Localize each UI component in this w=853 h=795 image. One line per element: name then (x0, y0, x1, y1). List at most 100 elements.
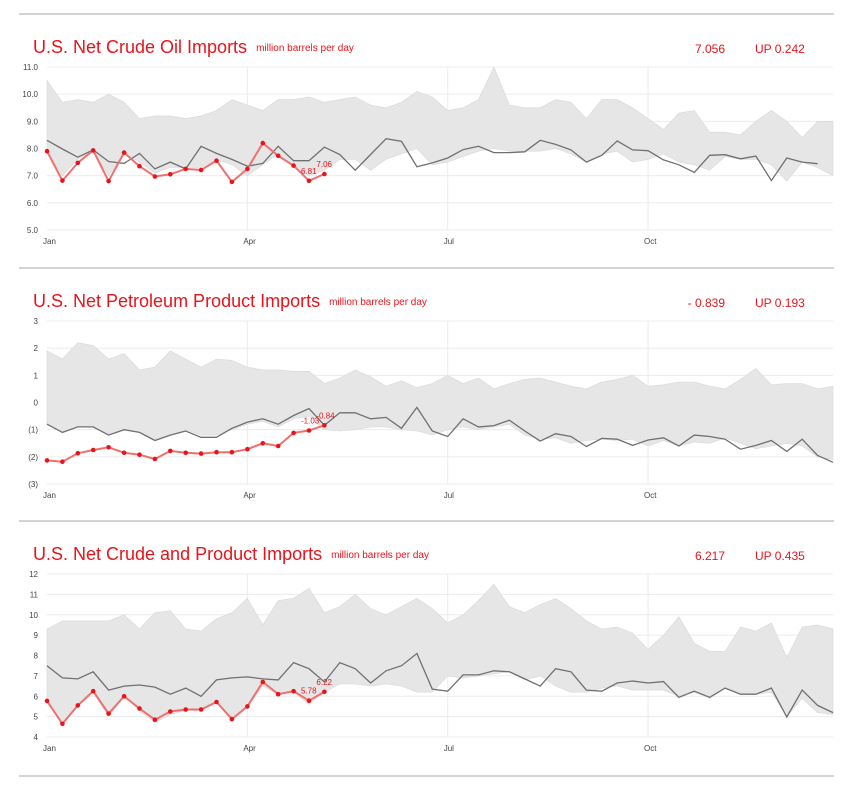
data-point (214, 449, 219, 455)
data-point (121, 694, 127, 699)
data-point (214, 158, 219, 163)
y-tick-label: (2) (28, 453, 38, 462)
x-tick-label: Jul (444, 491, 454, 500)
panel-title: U.S. Net Petroleum Product Imports millio… (33, 291, 427, 312)
latest-value: 7.056 (694, 42, 725, 56)
data-label: 7.06 (316, 160, 332, 169)
data-point (44, 148, 50, 154)
latest-value: 6.217 (694, 549, 725, 563)
data-point (260, 441, 266, 446)
range-band (46, 583, 834, 726)
y-tick-label: 5.0 (27, 226, 39, 235)
data-point (183, 166, 188, 172)
data-point (168, 709, 173, 714)
chart-svg: 4 5 6 7 8 9 10 11 12 Jan Apr Jul Oct 5.786.22 (29, 570, 834, 753)
data-point (121, 150, 127, 155)
y-tick-label: 8 (34, 652, 39, 661)
x-tick-label: Jul (444, 237, 454, 246)
data-point (275, 691, 281, 697)
y-tick-label: 9.0 (27, 117, 39, 126)
change-value: UP 0.193 (755, 296, 805, 310)
y-tick-label: 6 (34, 692, 39, 701)
y-tick-label: 10.0 (22, 90, 38, 99)
data-point (106, 445, 111, 450)
data-point (275, 443, 281, 449)
data-point (152, 456, 158, 462)
x-tick-label: Apr (243, 744, 256, 753)
divider-top (19, 13, 834, 15)
x-tick-label: Jan (43, 237, 56, 246)
data-point (245, 166, 250, 172)
data-point (183, 450, 188, 456)
x-tick-label: Jan (43, 744, 56, 753)
data-point (291, 688, 296, 694)
y-tick-label: 2 (34, 344, 39, 353)
panel-unit: million barrels per day (331, 550, 429, 561)
divider-1 (19, 267, 834, 269)
y-tick-label: 9 (34, 631, 39, 640)
y-tick-label: 11.0 (23, 63, 39, 72)
y-tick-label: 4 (34, 733, 39, 742)
chart-svg: 5.0 6.0 7.0 8.0 9.0 10.0 11.0 Jan Apr Jul Oct 6.817… (22, 63, 834, 246)
x-tick-label: Apr (243, 237, 256, 246)
chart-panel-products: U.S. Net Petroleum Product Imports millio… (0, 269, 853, 524)
data-point (275, 153, 281, 159)
y-tick-label: 0 (34, 399, 39, 408)
data-point (75, 451, 81, 456)
data-point (306, 178, 312, 184)
data-point (198, 451, 204, 456)
y-tick-label: 6.0 (27, 199, 39, 208)
data-point (245, 704, 250, 709)
x-tick-label: Jan (43, 491, 56, 500)
data-point (306, 428, 312, 433)
data-point (198, 167, 204, 173)
panel-unit: million barrels per day (329, 297, 427, 308)
data-point (137, 163, 142, 169)
divider-2 (19, 520, 834, 522)
x-tick-label: Oct (644, 744, 657, 753)
data-point (322, 423, 327, 428)
y-tick-label: 11 (30, 590, 39, 599)
data-point (183, 707, 188, 712)
y-tick-label: 3 (34, 317, 39, 326)
panel-unit: million barrels per day (256, 43, 354, 54)
data-point (168, 448, 173, 454)
data-point (260, 679, 266, 685)
data-point (198, 707, 204, 712)
data-point (90, 148, 96, 153)
panel-title-text: U.S. Net Crude Oil Imports (33, 37, 248, 57)
y-tick-label: 12 (29, 570, 38, 579)
data-point (322, 689, 327, 695)
data-point (106, 178, 111, 184)
y-tick-label: 7 (34, 672, 39, 681)
data-point (90, 688, 96, 694)
x-tick-label: Oct (644, 491, 657, 500)
data-point (44, 458, 50, 463)
data-label: -0.84 (316, 411, 335, 420)
change-value: UP 0.435 (755, 549, 805, 563)
data-point (291, 430, 296, 436)
data-point (44, 698, 50, 704)
x-tick-label: Jul (444, 744, 454, 753)
data-label: 6.22 (316, 678, 332, 687)
chart-panel-crude: U.S. Net Crude Oil Imports million barrel… (0, 15, 853, 270)
data-point (90, 447, 96, 453)
data-label: 6.81 (301, 167, 317, 176)
data-point (214, 699, 219, 705)
prior-year-line (46, 406, 834, 463)
panel-title: U.S. Net Crude Oil Imports million barrel… (33, 37, 354, 58)
data-point (152, 717, 158, 722)
data-label: 5.78 (301, 687, 317, 696)
y-tick-label: 8.0 (27, 145, 39, 154)
data-point (60, 178, 65, 183)
x-tick-label: Apr (243, 491, 256, 500)
panel-title: U.S. Net Crude and Product Imports millio… (33, 544, 429, 565)
data-point (137, 452, 142, 457)
data-point (106, 711, 111, 716)
data-point (229, 449, 235, 455)
data-point (322, 171, 327, 177)
data-point (245, 446, 250, 452)
data-point (121, 450, 127, 456)
range-band (46, 342, 834, 460)
y-tick-label: 5 (34, 713, 39, 722)
